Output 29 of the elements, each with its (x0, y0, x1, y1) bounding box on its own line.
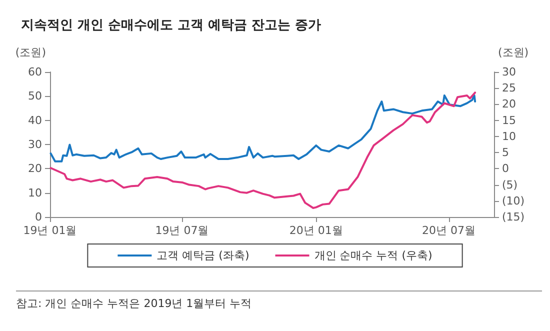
y2-tick-label: 25 (502, 82, 516, 95)
line-series (50, 94, 476, 162)
y-axis-title: (조원) (15, 46, 46, 59)
y2-tick-label: 30 (502, 66, 516, 78)
y-tick-label: 50 (28, 90, 42, 103)
text: 참고: 개인 순매수 누적은 2019년 1월부터 누적 (16, 297, 252, 310)
y2-tick-label: 5 (502, 146, 509, 160)
y2-tick-label: 20 (502, 98, 516, 111)
y2-axis-title: (조원) (498, 46, 529, 59)
chart-title: 지속적인 개인 순매수에도 고객 예탁금 잔고는 증가 (21, 18, 322, 33)
y-tick-label: 30 (28, 138, 42, 151)
x-tick-label: 20년 07월 (422, 224, 476, 237)
legend-label: 고객 예탁금 (좌축) (156, 249, 250, 262)
y-tick-label: 20 (28, 162, 42, 176)
y2-tick-label: 0 (502, 162, 509, 176)
x-tick-label: 19년 01월 (23, 224, 77, 237)
y2-tick-label: (10) (502, 194, 525, 208)
y-tick-label: 0 (35, 210, 42, 224)
y-tick-label: 40 (28, 114, 42, 127)
y-tick-label: 10 (28, 186, 42, 200)
x-tick-label: 20년 01월 (289, 224, 343, 237)
y2-tick-label: (5) (502, 178, 518, 192)
y-tick-label: 60 (28, 66, 42, 78)
legend-label: 개인 순매수 누적 (우축) (314, 249, 432, 262)
y2-tick-label: 15 (502, 114, 516, 127)
line-series (50, 92, 476, 209)
y2-tick-label: (15) (502, 210, 525, 224)
y2-tick-label: 10 (502, 130, 516, 143)
x-tick-label: 19년 07월 (155, 224, 209, 237)
